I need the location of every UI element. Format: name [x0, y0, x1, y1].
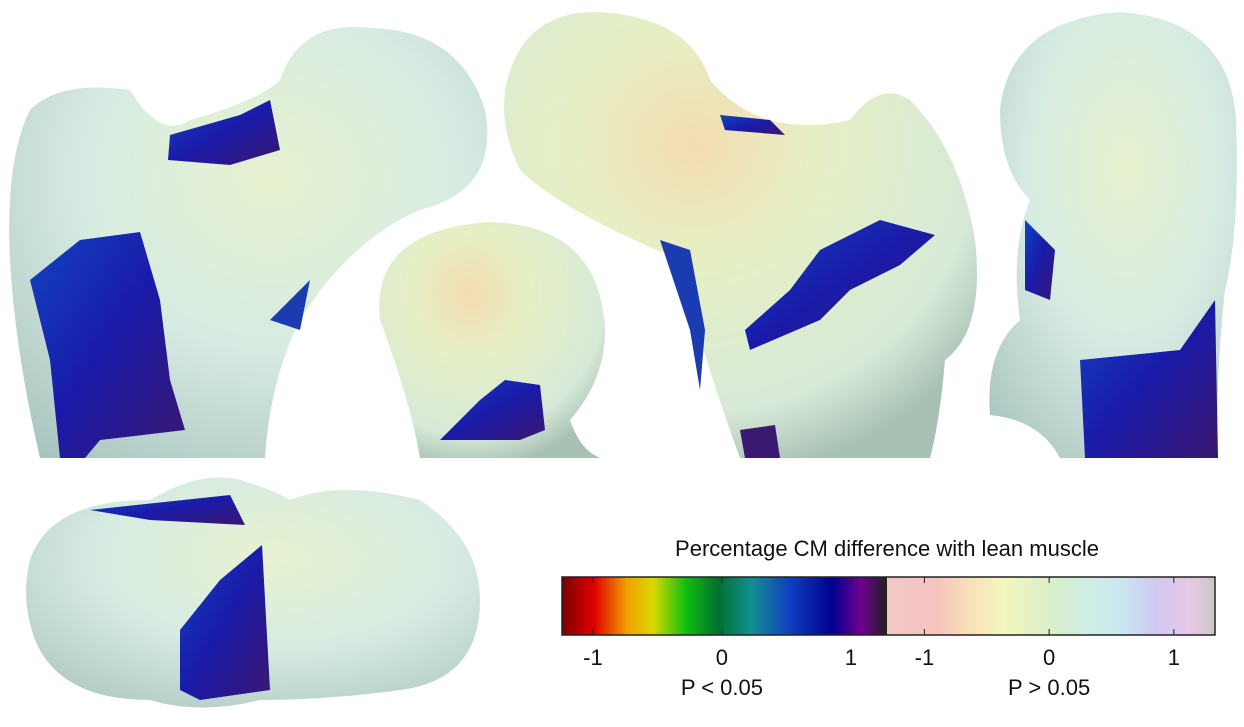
tick-label: 1	[845, 645, 857, 670]
tick-label: -1	[915, 645, 935, 670]
femur-lateral	[989, 12, 1237, 458]
legend-title: Percentage CM difference with lean muscl…	[675, 536, 1099, 561]
scale-label: P > 0.05	[1008, 675, 1090, 700]
tick-label: 1	[1168, 645, 1180, 670]
tick-label: 0	[716, 645, 728, 670]
femur-anterior	[9, 27, 488, 458]
colorbar-frame	[561, 576, 1216, 636]
femur-posterior	[504, 11, 977, 458]
tick-label: -1	[583, 645, 603, 670]
femur-superior	[26, 477, 480, 708]
scale-label: P < 0.05	[681, 675, 763, 700]
colorbar-significant	[562, 577, 887, 635]
colorbar-legend: Percentage CM difference with lean muscl…	[561, 536, 1216, 636]
femur-proximal	[379, 222, 605, 458]
colorbar-nonsignificant	[887, 577, 1215, 635]
tick-label: 0	[1043, 645, 1055, 670]
